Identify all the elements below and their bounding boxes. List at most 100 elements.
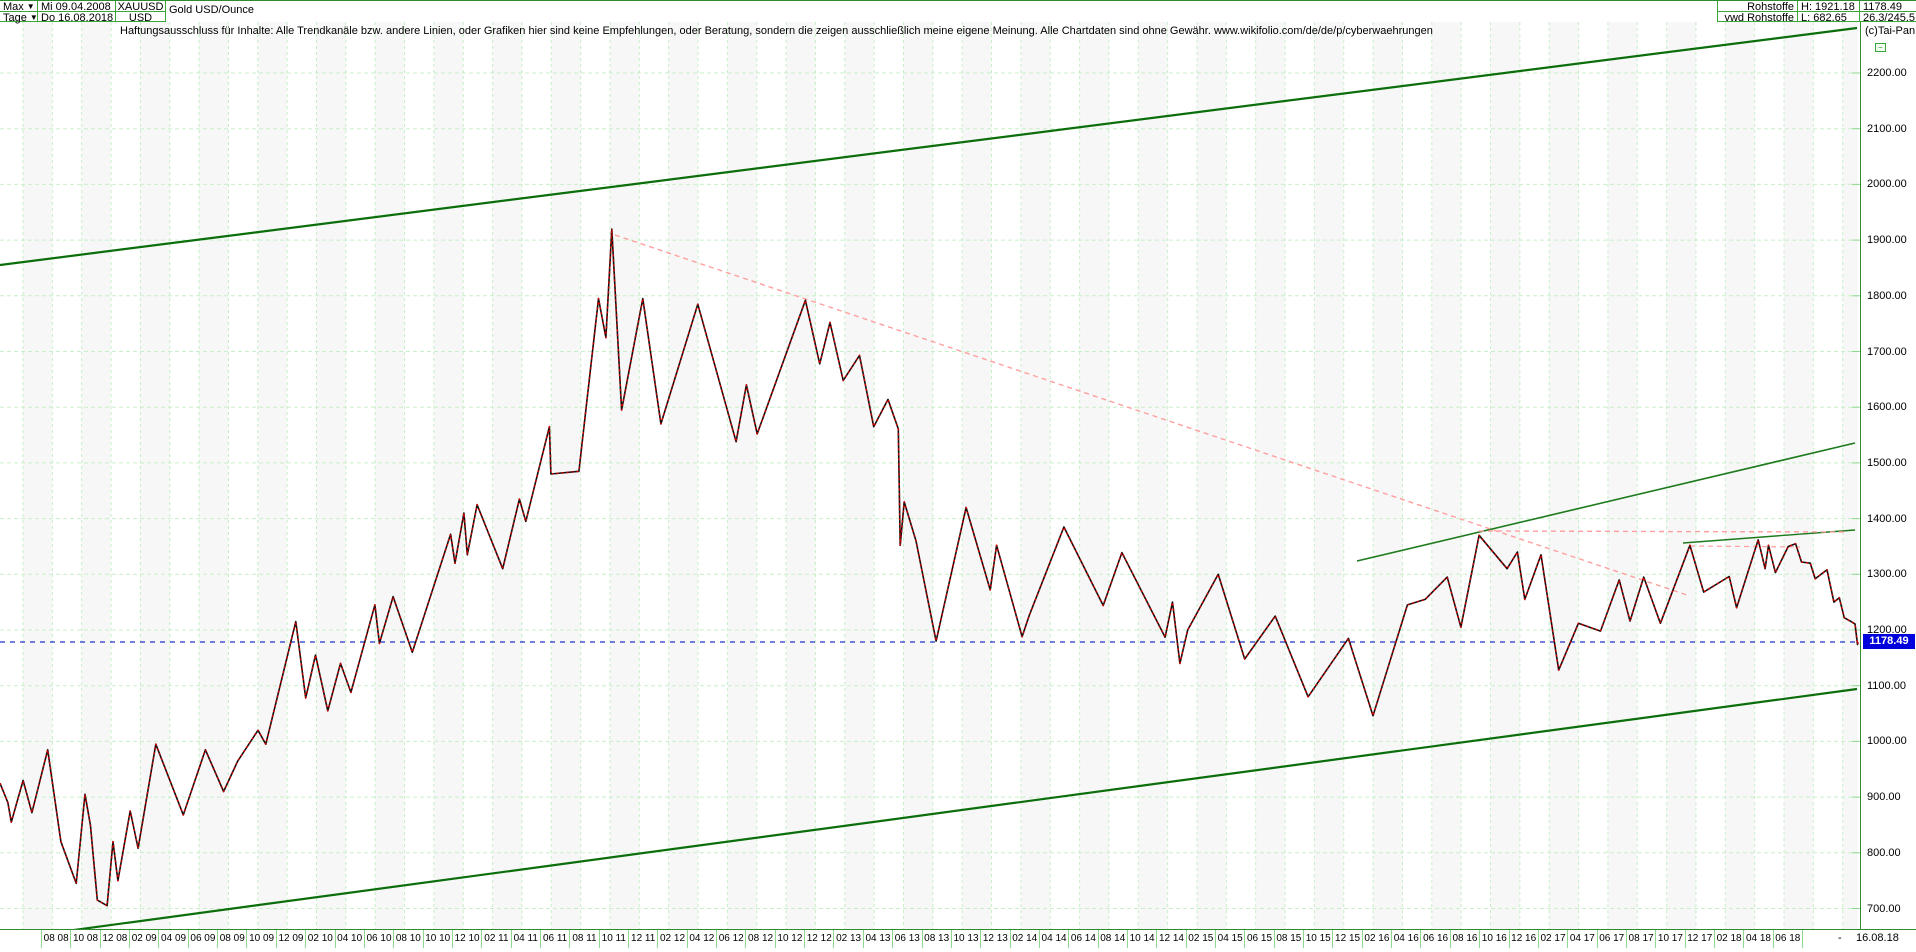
price-axis-label: 1500.00 [1867,456,1907,469]
time-axis-label: 06 15 [1244,930,1273,948]
year-band [23,22,53,929]
instrument-cell: Gold USD/Ounce [166,1,1718,22]
time-axis-label: 02 11 [481,930,510,948]
lower-channel-line [0,687,1858,942]
time-axis-label: 04 11 [510,930,540,948]
time-axis-label: 10 08 [70,930,99,948]
time-axis-label: 08 11 [569,930,598,948]
disclaimer-text: Haftungsausschluss für Inhalte: Alle Tre… [120,25,1433,37]
axis-end-dash: - [1838,932,1842,944]
year-band [257,22,288,929]
year-band [610,22,640,929]
year-band [1725,22,1755,929]
year-band [199,22,229,929]
year-band [1138,22,1168,929]
date-to: Do 16.08.2018 [41,12,114,24]
time-axis-label: 04 18 [1743,930,1772,948]
year-band [375,22,405,929]
price-axis-label: 900.00 [1867,791,1901,804]
axis-end-date: 16.08.18 [1856,932,1899,944]
time-axis-label: 08 13 [921,930,951,948]
year-band [903,22,933,929]
year-band [492,22,522,929]
time-axis-label: 06 17 [1596,930,1626,948]
time-axis-label: 12 10 [451,930,481,948]
time-axis[interactable]: 08 08 10 08 12 08 02 09 04 09 06 09 08 09 10 09… [0,929,1916,952]
year-band [140,22,170,929]
time-axis-label: 10 10 [422,930,452,948]
minor-pink-resistance [1689,545,1801,548]
time-axis-label: 12 14 [1156,930,1185,948]
price-axis-label: 1800.00 [1867,289,1907,302]
year-band [316,22,346,929]
time-axis-label: 12 16 [1508,930,1538,948]
time-axis-label: 10 12 [774,930,804,948]
category: Rohstoffe [1747,1,1794,13]
price-axis-label: 800.00 [1867,846,1901,859]
time-axis-label: 04 14 [1038,930,1068,948]
upper-channel-line [0,26,1858,267]
time-axis-label: 10 09 [246,930,275,948]
price-axis-label: 1900.00 [1867,234,1907,247]
chevron-down-icon: ▼ [29,13,38,22]
price-axis-label: 1300.00 [1867,568,1907,581]
price-axis-label: 1000.00 [1867,735,1907,748]
time-axis-label: 12 17 [1684,930,1714,948]
range-dropdown[interactable]: Max ▼ [3,1,35,13]
time-axis-label: 06 16 [1420,930,1449,948]
time-axis-label: 04 09 [158,930,187,948]
price-axis-label: 1600.00 [1867,401,1907,414]
time-axis-label: 10 16 [1479,930,1508,948]
rising-wedge-line [1356,442,1856,562]
time-axis-label: 08 12 [745,930,774,948]
time-axis-label: 02 10 [305,930,334,948]
stat-line: 26.3/245.5 [1863,12,1915,24]
price-axis-label: 2000.00 [1867,178,1907,191]
time-axis-label: 04 12 [686,930,716,948]
symbol-cell: XAUUSD USD [116,1,166,24]
current-price-badge: 1178.49 [1863,634,1915,649]
time-axis-label: 02 17 [1537,930,1567,948]
price-series-down-days [0,228,1859,907]
period-dropdown[interactable]: Tage ▼ [3,12,38,24]
time-axis-label: 08 09 [217,930,246,948]
low-value: L: 682.65 [1801,12,1847,24]
price-series-path [0,228,1859,907]
time-axis-label: 06 14 [1068,930,1097,948]
time-axis-end-tick [1802,930,1803,948]
time-axis-label: 06 12 [716,930,745,948]
year-band [81,22,112,929]
time-axis-label: 10 14 [1126,930,1156,948]
time-axis-label: 04 17 [1567,930,1596,948]
year-band [551,22,581,929]
instrument-name: Gold USD/Ounce [169,4,254,16]
price-axis[interactable]: (c)Tai-Pan − 2200.00 2100.00 2000.00 1900.0… [1860,22,1916,929]
year-band [1255,22,1286,929]
year-band [1784,22,1814,929]
time-axis-label: 08 14 [1097,930,1127,948]
time-axis-label: 10 17 [1655,930,1684,948]
year-band [1490,22,1520,929]
time-axis-label: 02 12 [657,930,686,948]
high-low-cell: H: 1921.18 L: 682.65 [1798,1,1860,24]
last-price: 1178.49 [1863,1,1902,13]
horizontal-2016-high [1478,530,1846,533]
time-axis-label: 08 10 [393,930,422,948]
year-band [844,22,875,929]
price-axis-label: 1700.00 [1867,345,1907,358]
year-band [433,22,464,929]
time-axis-label: 12 13 [980,930,1009,948]
collapse-icon[interactable]: − [1875,43,1886,52]
high-value: H: 1921.18 [1801,1,1855,13]
currency: USD [128,12,153,24]
resistance-2017-2018-line [1682,529,1856,544]
chevron-down-icon: ▼ [26,2,35,11]
year-band [1197,22,1227,929]
date-from: Mi 09.04.2008 [41,1,111,13]
time-axis-label: 08 08 [41,930,70,948]
time-axis-label: 04 15 [1215,930,1244,948]
price-axis-label: 2100.00 [1867,122,1907,135]
time-axis-label: 04 13 [862,930,892,948]
time-axis-label: 02 09 [129,930,158,948]
